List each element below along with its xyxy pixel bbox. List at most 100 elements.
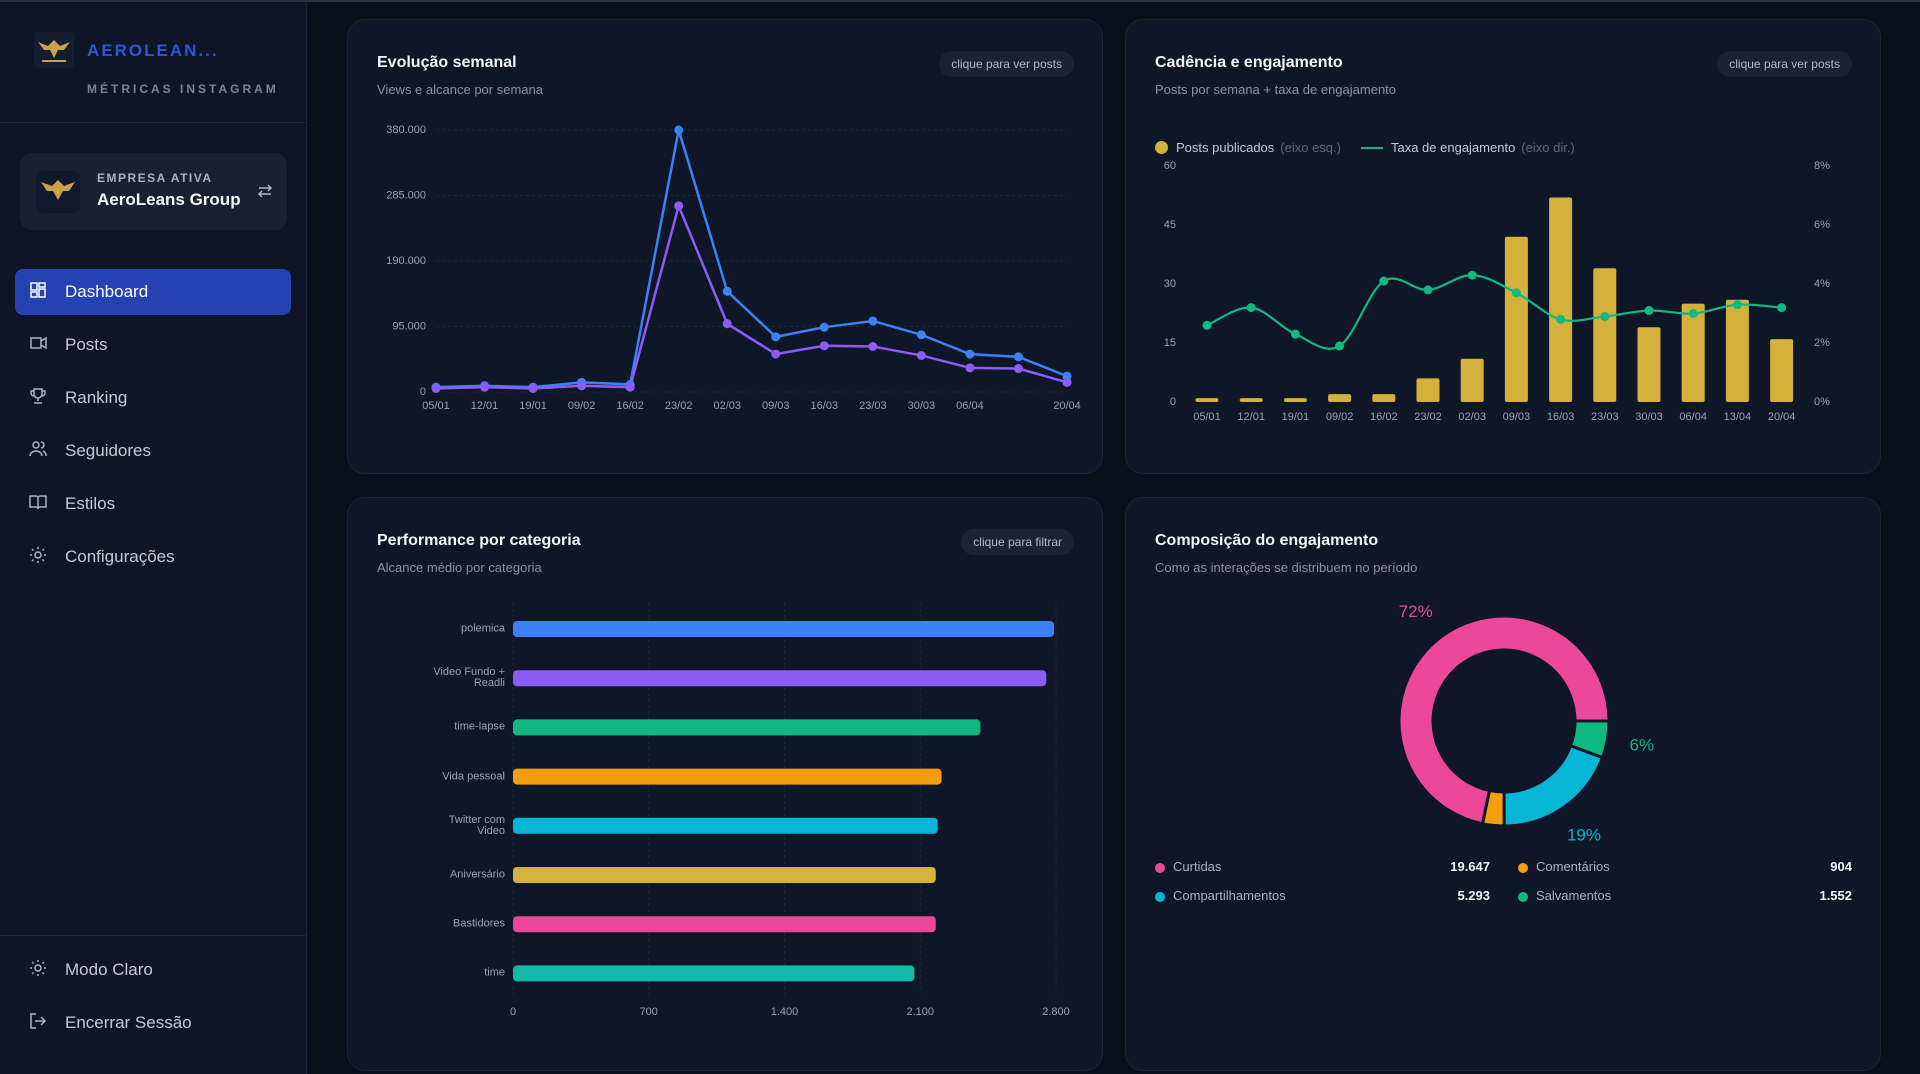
point <box>1511 288 1521 298</box>
icon-shape <box>29 495 47 510</box>
footer-item[interactable]: Modo Claro <box>15 947 291 993</box>
chart: 0 95.000 190.000 285.000 380.000 05/01 12/01 19… <box>386 124 1081 412</box>
divider <box>0 122 306 123</box>
y-tick-label: 60 <box>1164 160 1176 172</box>
point <box>1335 341 1345 351</box>
bar <box>1239 398 1263 402</box>
y-tick-label: 190.000 <box>386 255 426 267</box>
category-label: time <box>484 966 505 979</box>
point <box>1688 309 1698 318</box>
point <box>1600 311 1610 321</box>
card-title: Composição do engajamento <box>1155 532 1379 549</box>
x-tick-label: 02/03 <box>1458 411 1486 423</box>
point <box>965 363 975 373</box>
nav-label: Estilos <box>65 494 116 513</box>
point <box>916 350 926 360</box>
nav-item[interactable]: Dashboard <box>15 269 291 315</box>
x-tick-label: 1.400 <box>771 1006 799 1018</box>
x-tick-label: 23/03 <box>1591 411 1619 423</box>
bar <box>1460 358 1484 402</box>
category-label: time-lapse <box>454 720 505 733</box>
bar <box>513 768 942 785</box>
point <box>819 341 829 351</box>
category-label: Video Fundo + Readli <box>433 666 505 690</box>
card-action[interactable]: clique para filtrar <box>961 529 1074 555</box>
x-tick-label: 06/04 <box>956 400 984 412</box>
legend-marker <box>1360 146 1383 149</box>
footer-item[interactable]: Encerrar Sessão <box>15 1000 291 1046</box>
bar <box>1372 394 1396 402</box>
bar <box>1549 197 1573 402</box>
category-label: Bastidores <box>453 917 505 930</box>
icon-shape <box>30 547 46 563</box>
footer-label: Encerrar Sessão <box>65 1013 192 1032</box>
donut-segment <box>1397 614 1611 826</box>
point <box>1246 303 1256 313</box>
y2-tick-label: 8% <box>1814 160 1830 172</box>
bar <box>1593 268 1617 402</box>
nav-icon <box>30 388 46 404</box>
percent-label: 72% <box>1399 602 1433 621</box>
nav-icon <box>30 336 47 350</box>
nav-label: Seguidores <box>65 441 152 460</box>
bar <box>1725 299 1749 402</box>
x-tick-label: 13/04 <box>1724 411 1752 423</box>
category-label: Vida pessoal <box>442 770 505 783</box>
x-tick-label: 05/01 <box>1193 411 1221 423</box>
nav-item[interactable]: Seguidores <box>15 428 291 474</box>
chart: 0 700 1.400 2.100 2.800 <box>510 603 1070 1018</box>
card-action[interactable]: clique para ver posts <box>1717 51 1852 77</box>
nav-item[interactable]: Ranking <box>15 375 291 421</box>
chart-card: Evolução semanal Views e alcance por sem… <box>347 19 1103 474</box>
x-tick-label: 16/02 <box>616 400 644 412</box>
nav-label: Dashboard <box>65 282 149 301</box>
x-tick-label: 2.100 <box>906 1006 934 1018</box>
company-logo <box>36 171 80 213</box>
card-subtitle: Views e alcance por semana <box>377 82 543 97</box>
x-tick-label: 09/02 <box>1326 411 1354 423</box>
point <box>674 201 684 211</box>
card-action[interactable]: clique para ver posts <box>939 51 1074 77</box>
bar <box>1283 398 1307 402</box>
legend-value: 904 <box>1830 859 1852 874</box>
bar <box>513 965 915 982</box>
card-title: Cadência e engajamento <box>1155 54 1343 71</box>
point <box>722 286 732 296</box>
bar <box>513 719 981 736</box>
point <box>819 322 829 332</box>
legend-dot <box>1518 892 1528 902</box>
x-tick-label: 02/03 <box>713 400 741 412</box>
footer-label: Modo Claro <box>65 960 153 979</box>
x-tick-label: 16/03 <box>811 400 839 412</box>
y-tick-label: 45 <box>1164 219 1176 231</box>
company-switcher[interactable]: EMPRESA ATIVA AeroLeans Group <box>20 153 287 230</box>
nav-item[interactable]: Configurações <box>15 534 291 580</box>
legend-dot <box>1518 863 1528 873</box>
nav-icon <box>29 441 47 457</box>
nav-item[interactable]: Estilos <box>15 481 291 527</box>
legend-value: 1.552 <box>1819 888 1852 903</box>
legend-item: Posts publicados (eixo esq.) <box>1155 140 1341 155</box>
legend-dot <box>1155 892 1165 902</box>
x-tick-label: 20/04 <box>1053 400 1081 412</box>
card-subtitle: Como as interações se distribuem no perí… <box>1155 560 1418 575</box>
chart-card: Cadência e engajamento Posts por semana … <box>1125 19 1881 474</box>
category-label: Aniversário <box>449 868 505 881</box>
x-tick-label: 12/01 <box>471 400 499 412</box>
nav-item[interactable]: Posts <box>15 322 291 368</box>
point <box>1062 377 1072 387</box>
icon-shape <box>30 336 47 350</box>
brand: AEROLEAN... <box>87 41 219 60</box>
point <box>1290 329 1300 339</box>
bar <box>1637 327 1661 402</box>
bar <box>513 867 936 883</box>
y2-tick-label: 6% <box>1814 219 1830 231</box>
point <box>528 384 538 394</box>
point <box>1062 371 1072 381</box>
y2-tick-label: 2% <box>1814 337 1830 349</box>
bar <box>513 916 936 933</box>
point <box>965 349 975 359</box>
x-tick-label: 05/01 <box>422 400 450 412</box>
y-tick-label: 0 <box>420 386 426 398</box>
